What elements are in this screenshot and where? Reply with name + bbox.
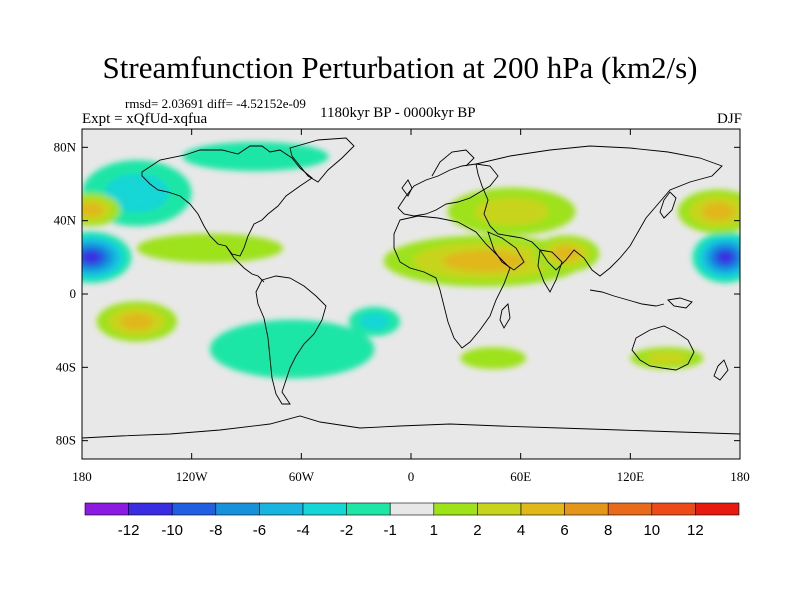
field-contour-subtropical-high-africa-asia bbox=[442, 250, 526, 272]
colorbar-swatch bbox=[346, 502, 391, 516]
period-label: 1180kyr BP - 0000kyr BP bbox=[320, 105, 476, 121]
colorbar-swatch bbox=[564, 502, 609, 516]
north-america-coast bbox=[141, 145, 313, 257]
colorbar-label: 8 bbox=[604, 522, 612, 539]
colorbar-label: 4 bbox=[517, 522, 525, 539]
colorbar-swatch bbox=[302, 502, 347, 516]
x-tick-label: 120E bbox=[617, 469, 645, 484]
colorbar-swatch bbox=[84, 502, 129, 516]
y-tick-label: 40N bbox=[54, 213, 77, 228]
colorbar-label: 2 bbox=[473, 522, 481, 539]
field-contour-arctic-negative bbox=[182, 141, 329, 172]
colorbar: -12 -10 -8 -6 -4 -2 -1 1 2 4 6 8 10 12 bbox=[84, 502, 740, 539]
y-axis: 80N 40N 0 40S 80S bbox=[54, 139, 740, 448]
experiment-label: Expt = xQfUd-xqfua bbox=[82, 111, 208, 127]
chart-title: Streamfunction Perturbation at 200 hPa (… bbox=[102, 50, 698, 85]
colorbar-label: -6 bbox=[253, 522, 266, 539]
colorbar-label: 12 bbox=[687, 522, 704, 539]
asia-coast bbox=[475, 145, 723, 277]
field-contour-east-pacific-tropical-positive bbox=[136, 233, 284, 263]
japan-coast bbox=[659, 191, 677, 219]
field-contour-ridge-south-asia bbox=[552, 246, 580, 262]
colorbar-label: -12 bbox=[118, 522, 140, 539]
y-tick-label: 40S bbox=[56, 359, 76, 374]
australia-coast bbox=[631, 325, 695, 371]
colorbar-swatch bbox=[128, 502, 173, 516]
colorbar-swatch bbox=[607, 502, 653, 516]
field-contour-south-atlantic-negative bbox=[359, 312, 390, 331]
field-contour-northwest-pacific-positive bbox=[701, 202, 735, 221]
colorbar-swatch bbox=[651, 502, 696, 516]
colorbar-swatch bbox=[215, 502, 260, 516]
field-contour-south-pacific-positive bbox=[120, 313, 154, 330]
field-contour-australia-positive bbox=[645, 351, 689, 365]
new-guinea-coast bbox=[667, 297, 693, 309]
colorbar-swatch bbox=[171, 502, 217, 516]
x-tick-label: 0 bbox=[408, 469, 415, 484]
field-layer bbox=[82, 141, 740, 379]
stats-line: rmsd= 2.03691 diff= -4.52152e-09 bbox=[125, 96, 306, 111]
central-america-coast bbox=[225, 245, 265, 283]
field-contour-south-indian-positive bbox=[460, 347, 527, 370]
colorbar-swatch bbox=[695, 502, 740, 516]
colorbar-label: -10 bbox=[161, 522, 183, 539]
south-america-coast bbox=[255, 275, 327, 405]
india-coast bbox=[537, 249, 563, 293]
field-contour-south-america-negative bbox=[209, 319, 375, 379]
new-zealand-coast bbox=[713, 359, 729, 381]
plot-background bbox=[82, 129, 740, 459]
colorbar-label: -1 bbox=[384, 522, 397, 539]
y-tick-label: 0 bbox=[70, 286, 77, 301]
madagascar-coast bbox=[499, 303, 511, 329]
field-contour-north-atlantic-negative bbox=[104, 173, 169, 213]
greenland-coast bbox=[289, 137, 355, 183]
arabia-coast bbox=[487, 231, 525, 271]
x-tick-label: 120W bbox=[176, 469, 209, 484]
colorbar-label: 10 bbox=[643, 522, 660, 539]
x-tick-label: 180 bbox=[730, 469, 750, 484]
season-label: DJF bbox=[716, 111, 742, 127]
colorbar-label: -4 bbox=[296, 522, 309, 539]
colorbar-swatch bbox=[259, 502, 304, 516]
europe-coast bbox=[397, 163, 499, 217]
x-tick-label: 60W bbox=[289, 469, 315, 484]
field-contour-north-pacific-low-east bbox=[718, 251, 733, 263]
scandinavia-coast bbox=[431, 149, 475, 177]
antarctica-coast bbox=[82, 415, 740, 439]
y-tick-label: 80N bbox=[54, 139, 77, 154]
colorbar-label: 1 bbox=[430, 522, 438, 539]
colorbar-swatch bbox=[520, 502, 565, 516]
africa-coast bbox=[393, 215, 511, 349]
indonesia-coast bbox=[589, 289, 665, 307]
colorbar-label: -2 bbox=[340, 522, 353, 539]
colorbar-label: -8 bbox=[209, 522, 222, 539]
x-tick-label: 60E bbox=[510, 469, 531, 484]
field-contour-north-pacific-low bbox=[82, 251, 100, 263]
x-axis: 180 120W 60W 0 60E 120E 180 bbox=[72, 129, 750, 484]
colorbar-swatch bbox=[477, 502, 522, 516]
x-tick-label: 180 bbox=[72, 469, 92, 484]
field-contour-northeast-pacific-positive bbox=[82, 202, 104, 217]
colorbar-swatch bbox=[433, 502, 478, 516]
colorbar-swatch bbox=[389, 502, 435, 516]
colorbar-label: 6 bbox=[560, 522, 568, 539]
coastlines bbox=[82, 137, 740, 439]
field-contour-central-asia-positive bbox=[474, 197, 549, 226]
uk-coast bbox=[401, 179, 413, 197]
y-tick-label: 80S bbox=[56, 433, 76, 448]
